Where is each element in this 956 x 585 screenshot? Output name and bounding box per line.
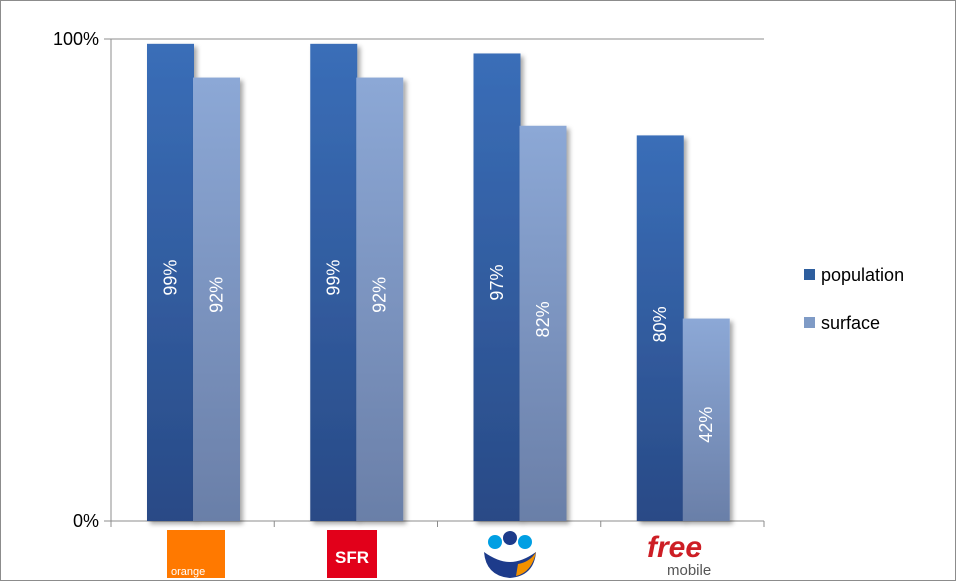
- data-label-population-0: 99%: [161, 260, 181, 296]
- bar-surface-2: [519, 125, 567, 521]
- legend-label-surface: surface: [821, 313, 880, 333]
- sfr-logo-square: [327, 530, 377, 578]
- bouygues-logo-accent: [516, 552, 536, 576]
- bar-surface-3: [682, 318, 730, 521]
- data-label-population-3: 80%: [650, 306, 670, 342]
- bar-population-2: [473, 53, 521, 522]
- orange-logo-text: orange: [171, 566, 205, 578]
- legend-swatch-surface: [804, 317, 815, 328]
- free-mobile-logo: free mobile: [647, 531, 711, 579]
- sfr-logo-text: SFR: [335, 548, 369, 567]
- bar-population-1: [310, 43, 358, 521]
- data-label-surface-3: 42%: [696, 407, 716, 443]
- bouygues-logo-dot-2: [503, 531, 517, 545]
- bar-population-3: [636, 135, 684, 521]
- legend-label-population: population: [821, 265, 904, 285]
- orange-logo-square: [167, 530, 225, 578]
- free-logo-text: free: [647, 531, 702, 564]
- data-label-population-2: 97%: [487, 265, 507, 301]
- tick-labels: 0% 100%: [53, 29, 99, 531]
- bouygues-logo-dot-3: [518, 535, 532, 549]
- sfr-logo: SFR: [327, 530, 377, 578]
- bar-population-0: [147, 43, 194, 521]
- bar-surface-1: [356, 77, 404, 521]
- bouygues-telecom-logo: [484, 531, 536, 578]
- orange-logo: orange: [167, 530, 225, 578]
- data-label-surface-1: 92%: [370, 277, 390, 313]
- y-tick-label: 0%: [73, 511, 99, 531]
- bar-surface-0: [193, 77, 240, 521]
- bars: [147, 43, 730, 522]
- legend: population surface: [804, 265, 904, 333]
- data-label-population-1: 99%: [324, 260, 344, 296]
- data-label-surface-0: 92%: [207, 277, 227, 313]
- data-label-surface-2: 82%: [533, 301, 553, 337]
- data-labels: 99% 99% 97% 80% 92% 92% 82% 42%: [161, 260, 717, 443]
- legend-swatch-population: [804, 269, 815, 280]
- bouygues-logo-dot-1: [488, 535, 502, 549]
- y-tick-label: 100%: [53, 29, 99, 49]
- free-logo-subtext: mobile: [667, 562, 711, 579]
